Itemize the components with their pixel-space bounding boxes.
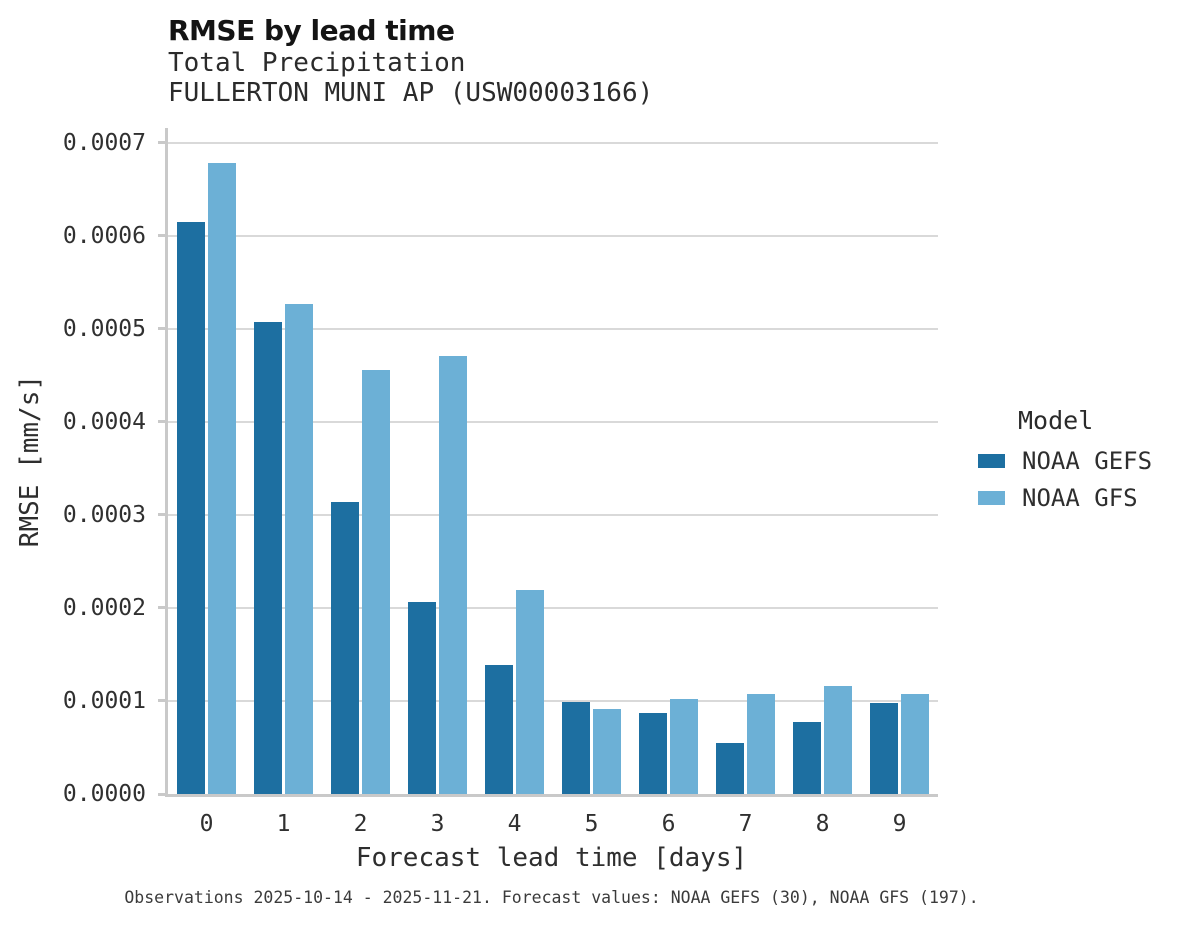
y-tick [158, 141, 165, 144]
legend-swatch-noaa-gefs [978, 454, 1005, 468]
bar-noaa-gfs-day-7 [747, 694, 775, 794]
bar-noaa-gefs-day-0 [177, 221, 205, 794]
bar-noaa-gfs-day-3 [439, 355, 467, 794]
x-tick-label: 8 [815, 811, 830, 837]
y-tick [158, 513, 165, 517]
y-tick [158, 234, 165, 238]
legend-title: Model [1018, 406, 1094, 435]
bar-group [553, 128, 630, 794]
y-tick-label: 0.0001 [62, 687, 146, 714]
gridline [168, 699, 938, 702]
bar-noaa-gefs-day-7 [716, 742, 744, 794]
y-tick-label: 0.0000 [62, 781, 146, 807]
bar-noaa-gefs-day-6 [639, 713, 667, 794]
legend: Model NOAA GEFS NOAA GFS [978, 406, 1153, 512]
bar-noaa-gfs-day-9 [901, 694, 929, 794]
x-tick-label: 2 [353, 811, 368, 837]
y-tick-label: 0.0005 [62, 315, 146, 342]
x-tick-label: 4 [507, 811, 522, 837]
chart-title: RMSE by lead time [168, 14, 455, 47]
gridline [168, 234, 938, 237]
bar-group [784, 128, 861, 794]
bar-noaa-gefs-day-2 [331, 501, 359, 794]
legend-label-noaa-gfs: NOAA GFS [1022, 484, 1138, 512]
gridline [168, 513, 938, 516]
y-tick-label: 0.0003 [62, 501, 146, 528]
bar-noaa-gefs-day-1 [254, 322, 282, 794]
x-tick-label: 1 [276, 811, 291, 837]
bar-group [861, 128, 938, 794]
y-tick-label: 0.0002 [62, 594, 146, 621]
bar-group [168, 128, 245, 794]
x-tick-label: 9 [892, 811, 907, 837]
chart-subtitle-station: FULLERTON MUNI AP (USW00003166) [168, 78, 654, 108]
y-tick-label: 0.0006 [62, 222, 146, 249]
bar-group [245, 128, 322, 794]
y-tick [158, 420, 165, 424]
bar-noaa-gfs-day-8 [824, 686, 852, 794]
y-tick [158, 699, 165, 703]
x-tick-label: 0 [199, 811, 214, 837]
y-tick-label: 0.0004 [62, 408, 146, 435]
x-tick-label: 5 [584, 811, 599, 837]
y-tick [158, 792, 165, 796]
legend-swatch-noaa-gfs [978, 491, 1005, 505]
x-tick-label: 3 [430, 811, 445, 837]
bar-noaa-gfs-day-6 [670, 699, 698, 794]
plot-area [158, 128, 938, 797]
bar-noaa-gefs-day-5 [562, 701, 590, 794]
legend-item-noaa-gfs: NOAA GFS [978, 484, 1152, 512]
x-tick-label: 6 [661, 811, 676, 837]
bar-noaa-gfs-day-2 [362, 369, 390, 794]
gridline [168, 327, 938, 330]
bar-noaa-gfs-day-5 [593, 709, 621, 794]
legend-item-noaa-gefs: NOAA GEFS [978, 447, 1153, 475]
caption: Observations 2025-10-14 - 2025-11-21. Fo… [124, 888, 979, 907]
bar-group [399, 128, 476, 794]
bar-group [476, 128, 553, 794]
x-tick-label: 7 [738, 811, 753, 837]
bar-group [707, 128, 784, 794]
bar-noaa-gfs-day-4 [516, 590, 544, 794]
bar-noaa-gfs-day-0 [208, 163, 236, 794]
gridline [168, 606, 938, 609]
x-axis-title: Forecast lead time [days] [355, 843, 748, 873]
chart-subtitle-variable: Total Precipitation [168, 48, 466, 78]
y-tick [158, 327, 165, 331]
bar-noaa-gefs-day-4 [485, 664, 513, 794]
bar-group [322, 128, 399, 794]
y-tick [158, 606, 165, 610]
bar-noaa-gfs-day-1 [285, 303, 313, 794]
bar-noaa-gefs-day-9 [870, 702, 898, 794]
gridline [168, 420, 938, 423]
bar-group [630, 128, 707, 794]
gridline [168, 141, 938, 144]
legend-label-noaa-gefs: NOAA GEFS [1022, 447, 1153, 475]
y-tick-label: 0.0007 [62, 129, 146, 156]
bar-noaa-gefs-day-8 [793, 722, 821, 794]
chart-header: RMSE by lead time Total Precipitation FU… [168, 14, 653, 108]
bar-noaa-gefs-day-3 [408, 602, 436, 794]
